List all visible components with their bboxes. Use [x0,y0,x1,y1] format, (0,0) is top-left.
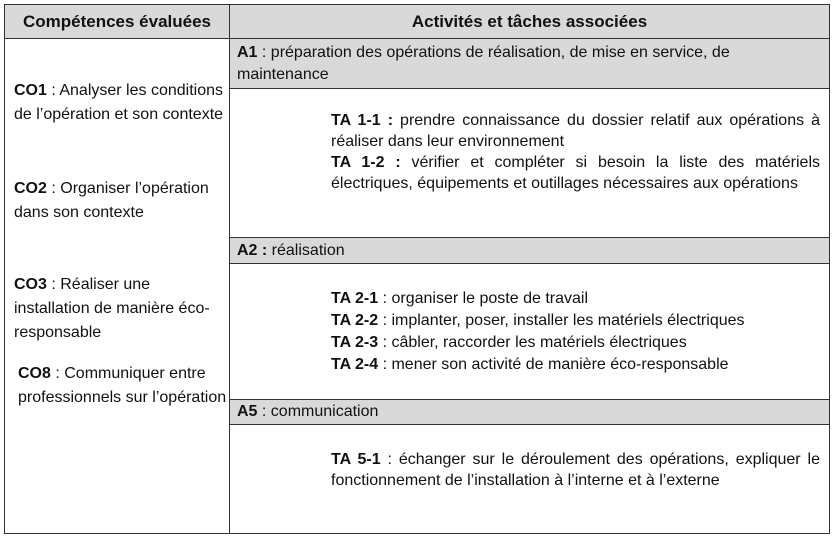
tasks-a1: TA 1-1 : prendre connaissance du dossier… [331,110,820,194]
competence-co3: CO3 : Réaliser une installation de maniè… [14,276,210,341]
activity-a2-header: A2 : réalisation [229,237,830,264]
task-ta-5-1: TA 5-1 : échanger sur le déroulement des… [331,451,820,489]
task-ta-2-4: TA 2-4 : mener son activité de manière é… [331,356,729,373]
task-ta-2-2: TA 2-2 : implanter, poser, installer les… [331,312,745,329]
task-ta-1-1: TA 1-1 : prendre connaissance du dossier… [331,112,821,150]
header-activites: Activités et tâches associées [229,4,830,39]
header-competences: Compétences évaluées [4,4,230,39]
competence-co8: CO8 : Communiquer entre professionnels s… [18,365,227,406]
task-ta-1-2: TA 1-2 : vérifier et compléter si besoin… [331,154,821,192]
activity-a5-tasks [229,424,830,534]
task-ta-2-3: TA 2-3 : câbler, raccorder les matériels… [331,334,687,351]
competence-co2: CO2 : Organiser l’opération dans son con… [14,180,209,221]
tasks-a2: TA 2-1 : organiser le poste de travail T… [331,288,820,376]
activity-a1-header: A1 : préparation des opérations de réali… [229,38,830,89]
competence-co1: CO1 : Analyser les conditions de l’opéra… [14,82,224,123]
activity-a5-header: A5 : communication [229,399,830,425]
tasks-a5: TA 5-1 : échanger sur le déroulement des… [331,449,820,491]
task-ta-2-1: TA 2-1 : organiser le poste de travail [331,290,589,307]
